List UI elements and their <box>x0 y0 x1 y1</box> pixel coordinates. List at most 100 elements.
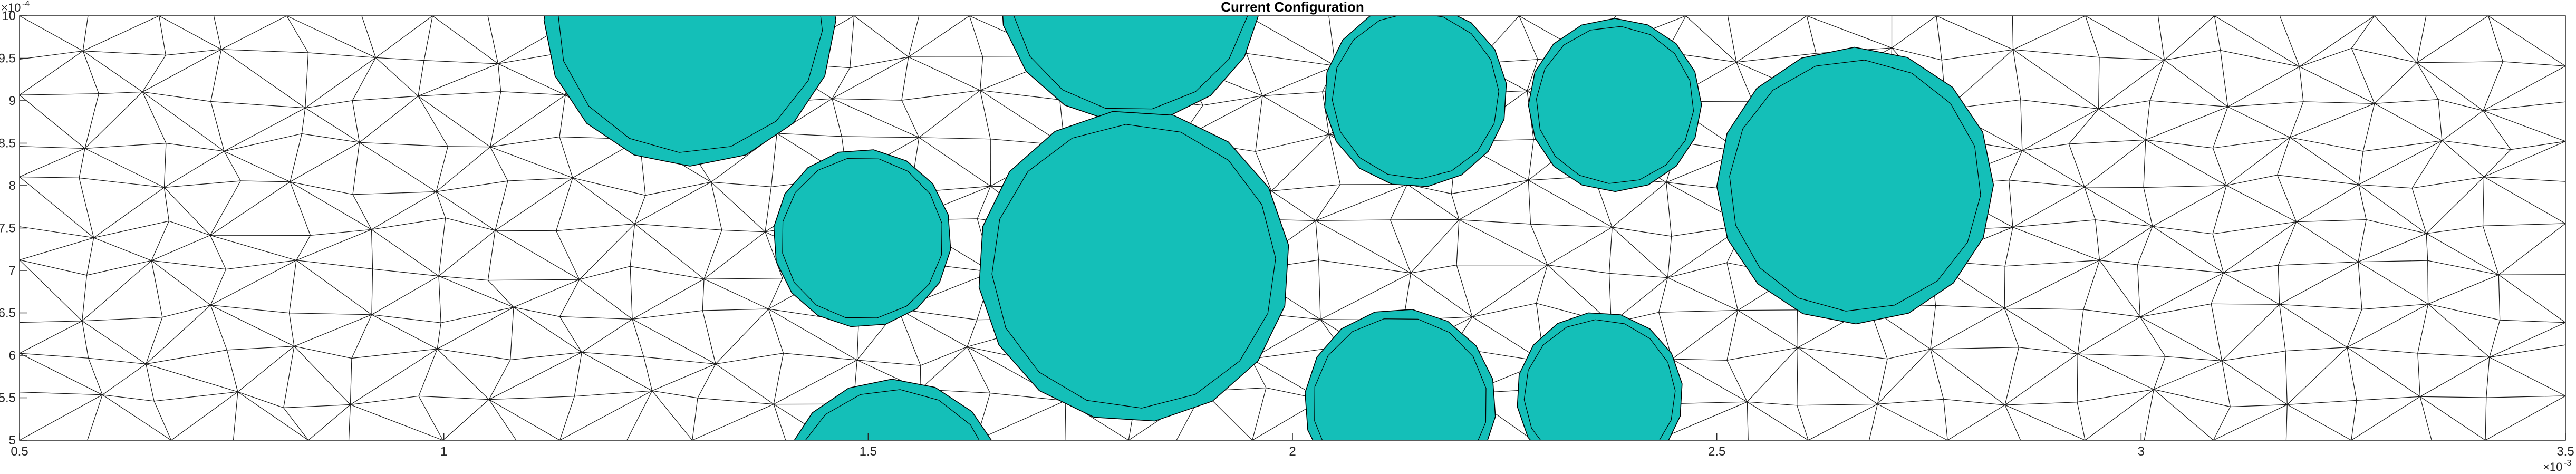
mesh-edge <box>630 224 635 267</box>
mesh-edge <box>2426 225 2483 234</box>
mesh-edge <box>1609 273 1668 278</box>
mesh-edge <box>437 349 510 361</box>
mesh-edge <box>495 230 556 231</box>
mesh-edge <box>901 90 980 101</box>
mesh-edge <box>371 276 439 315</box>
mesh-edge <box>82 321 147 364</box>
mesh-edge <box>2426 177 2484 234</box>
mesh-edge <box>634 224 705 279</box>
mesh-edge <box>1877 359 1888 404</box>
mesh-edge <box>2351 16 2375 49</box>
inclusion-outer <box>1002 16 1259 122</box>
mesh-edge <box>2164 60 2228 107</box>
mesh-edge <box>1930 305 1936 350</box>
mesh-edge <box>79 178 94 238</box>
mesh-edge <box>20 51 83 95</box>
mesh-edge <box>967 346 991 393</box>
mesh-edge <box>2374 16 2417 63</box>
mesh-edge <box>513 279 580 308</box>
mesh-edge <box>2278 221 2297 266</box>
mesh-edge <box>2005 402 2078 405</box>
mesh-edge <box>436 191 446 218</box>
mesh-edge <box>163 143 167 188</box>
mesh-edge <box>2153 389 2214 440</box>
inclusion-inner <box>805 389 980 440</box>
mesh-edge <box>2004 227 2013 266</box>
mesh-edge <box>489 352 582 400</box>
mesh-edge <box>437 349 489 400</box>
mesh-edge <box>88 358 103 395</box>
mesh-edge <box>445 217 496 231</box>
mesh-edge <box>510 352 582 361</box>
mesh-edge <box>581 318 633 353</box>
mesh-edge <box>224 151 241 181</box>
mesh-edge <box>2020 99 2099 109</box>
mesh-edge <box>2095 219 2153 227</box>
mesh-edge <box>715 353 784 364</box>
mesh-edge <box>84 91 143 149</box>
mesh-edge <box>832 98 902 101</box>
mesh-edge <box>1808 403 1878 440</box>
mesh-edge <box>2486 357 2490 398</box>
mesh-edge <box>352 142 360 195</box>
mesh-edge <box>1528 180 1531 225</box>
mesh-edge <box>20 392 103 395</box>
mesh-edge <box>1328 134 1341 185</box>
mesh-edge <box>2009 180 2085 188</box>
mesh-edge <box>441 307 514 323</box>
mesh-edge <box>82 51 143 92</box>
mesh-edge <box>2485 398 2487 440</box>
mesh-edge <box>2290 101 2304 138</box>
mesh-edge <box>2287 404 2352 440</box>
mesh-edge <box>151 260 163 317</box>
mesh-edge <box>2004 404 2021 440</box>
mesh-edge <box>626 390 653 440</box>
mesh-edge <box>556 178 573 231</box>
mesh-edge <box>1315 184 1341 221</box>
mesh-edge <box>2419 396 2486 440</box>
mesh-edge <box>1930 307 2005 350</box>
mesh-edge <box>2358 262 2362 309</box>
mesh-edge <box>901 100 920 138</box>
mesh-edge <box>976 400 1066 440</box>
mesh-edge <box>418 395 489 400</box>
mesh-edge <box>1677 401 1748 404</box>
mesh-edge <box>237 391 284 408</box>
mesh-edge <box>1247 16 1336 66</box>
tick-layer: 0.5 1 1.5 2 2.5 3 3.5 5 5.5 6 6.5 7 7.5 8 8.5 9 9.5 10 <box>0 9 2574 459</box>
inclusion-inner <box>1013 16 1248 110</box>
mesh-edge <box>224 108 306 152</box>
mesh-edge <box>2214 16 2300 67</box>
mesh-edge <box>210 305 295 347</box>
mesh-edge <box>371 191 437 230</box>
mesh-edge <box>2022 150 2085 188</box>
mesh-edge <box>697 398 774 405</box>
mesh-edge <box>2347 309 2362 347</box>
mesh-edge <box>977 186 991 219</box>
mesh-edge <box>2222 351 2286 362</box>
mesh-edge <box>1736 62 1753 102</box>
mesh-edge <box>572 177 635 224</box>
mesh-edge <box>2485 395 2565 440</box>
mesh-edge <box>2363 140 2442 152</box>
mesh-edge <box>1667 277 1738 311</box>
mesh-edge <box>20 394 103 440</box>
mesh-edge <box>1877 403 1948 440</box>
mesh-edge <box>773 353 784 404</box>
mesh-edge <box>2078 353 2166 357</box>
inclusion-outer <box>978 111 1289 422</box>
mesh-edge <box>221 49 308 53</box>
mesh-edge <box>703 231 766 279</box>
mesh-edge <box>489 399 560 440</box>
mesh-edge <box>1877 399 1944 404</box>
mesh-edge <box>2212 148 2227 186</box>
mesh-edge <box>1666 182 1672 237</box>
mesh-edge <box>20 321 82 323</box>
mesh-edge <box>2004 307 2083 310</box>
mesh-edge <box>2438 99 2484 111</box>
mesh-edge <box>2152 226 2224 273</box>
mesh-edge <box>371 314 438 350</box>
mesh-edge <box>2442 140 2511 150</box>
mesh-edge <box>1271 190 1316 221</box>
